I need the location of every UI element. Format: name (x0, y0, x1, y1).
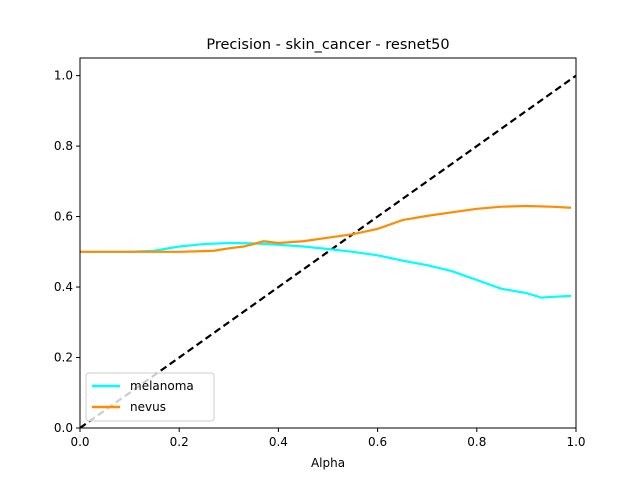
x-tick-label: 0.4 (269, 435, 288, 449)
y-tick-label: 0.8 (54, 139, 73, 153)
series-line-melanoma (80, 241, 572, 299)
legend-label-melanoma: melanoma (130, 379, 194, 393)
y-tick-label: 0.4 (54, 280, 73, 294)
y-axis-ticks: 0.0 0.2 0.4 0.6 0.8 1.0 (54, 69, 80, 435)
plot-area (80, 74, 576, 428)
y-tick-label: 0.0 (54, 421, 73, 435)
x-tick-label: 0.2 (170, 435, 189, 449)
y-tick-label: 0.6 (54, 210, 73, 224)
y-tick-label: 1.0 (54, 69, 73, 83)
axes-frame (79, 57, 577, 429)
chart-title: Precision - skin_cancer - resnet50 (206, 37, 449, 53)
x-tick-label: 0.0 (70, 435, 89, 449)
series-line-nevus (80, 204, 572, 253)
x-tick-label: 0.6 (368, 435, 387, 449)
x-axis-label: Alpha (311, 456, 345, 470)
x-axis-ticks: 0.0 0.2 0.4 0.6 0.8 1.0 (70, 428, 586, 449)
legend-label-nevus: nevus (130, 400, 166, 414)
diagonal-reference-line (80, 74, 576, 428)
legend: melanoma nevus (85, 372, 215, 422)
y-tick-label: 0.2 (54, 351, 73, 365)
x-tick-label: 0.8 (467, 435, 486, 449)
x-tick-label: 1.0 (566, 435, 585, 449)
